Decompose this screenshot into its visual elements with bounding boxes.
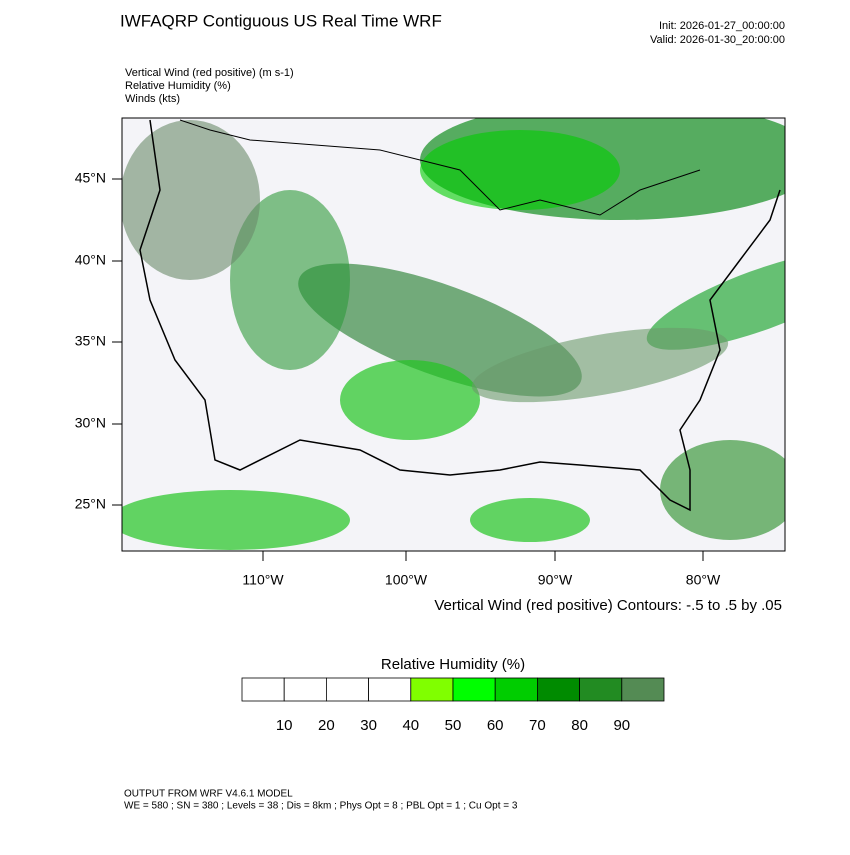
colorbar-box <box>283 677 327 702</box>
lat-label: 45°N <box>75 170 106 186</box>
colorbar-box <box>241 677 285 702</box>
colorbar-label: 80 <box>571 717 588 734</box>
field-label: Vertical Wind (red positive) (m s-1) <box>125 67 294 79</box>
colorbar-box <box>579 677 623 702</box>
colorbar-box <box>452 677 496 702</box>
colorbar-label: 90 <box>613 717 630 734</box>
lon-label: 80°W <box>686 572 721 588</box>
colorbar-box <box>494 677 538 702</box>
colorbar: 10 20 30 40 50 60 70 80 90 <box>241 677 665 734</box>
lat-label: 40°N <box>75 252 106 268</box>
colorbar-label: 60 <box>487 717 504 734</box>
footer-line: OUTPUT FROM WRF V4.6.1 MODEL <box>124 789 293 800</box>
valid-time: Valid: 2026-01-30_20:00:00 <box>650 34 785 46</box>
lon-label: 90°W <box>538 572 573 588</box>
lat-label: 25°N <box>75 496 106 512</box>
colorbar-box <box>325 677 369 702</box>
colorbar-label: 10 <box>276 717 293 734</box>
map-field <box>122 118 785 551</box>
lat-label: 35°N <box>75 333 106 349</box>
lon-label: 110°W <box>242 572 284 588</box>
map-frame <box>121 117 786 552</box>
init-time: Init: 2026-01-27_00:00:00 <box>659 20 785 32</box>
lon-axis: 110°W 100°W 90°W 80°W <box>242 551 721 588</box>
colorbar-label: 40 <box>402 717 419 734</box>
colorbar-label: 20 <box>318 717 335 734</box>
colorbar-box <box>368 677 412 702</box>
lon-label: 100°W <box>385 572 428 588</box>
colorbar-title: Relative Humidity (%) <box>381 656 525 673</box>
lat-axis: 45°N 40°N 35°N 30°N 25°N <box>75 170 122 512</box>
map: 45°N 40°N 35°N 30°N 25°N 110°W 100°W 90°W 80°W <box>75 117 786 588</box>
field-label: Winds (kts) <box>125 93 180 105</box>
field-label: Relative Humidity (%) <box>125 80 231 92</box>
footer-line: WE = 580 ; SN = 380 ; Levels = 38 ; Dis … <box>124 801 518 812</box>
lat-label: 30°N <box>75 415 106 431</box>
title: IWFAQRP Contiguous US Real Time WRF <box>120 11 442 30</box>
colorbar-label: 30 <box>360 717 377 734</box>
colorbar-box <box>621 677 665 702</box>
colorbar-box <box>537 677 581 702</box>
colorbar-label: 50 <box>445 717 462 734</box>
colorbar-label: 70 <box>529 717 546 734</box>
contour-note: Vertical Wind (red positive) Contours: -… <box>434 597 782 614</box>
colorbar-box <box>410 677 454 702</box>
